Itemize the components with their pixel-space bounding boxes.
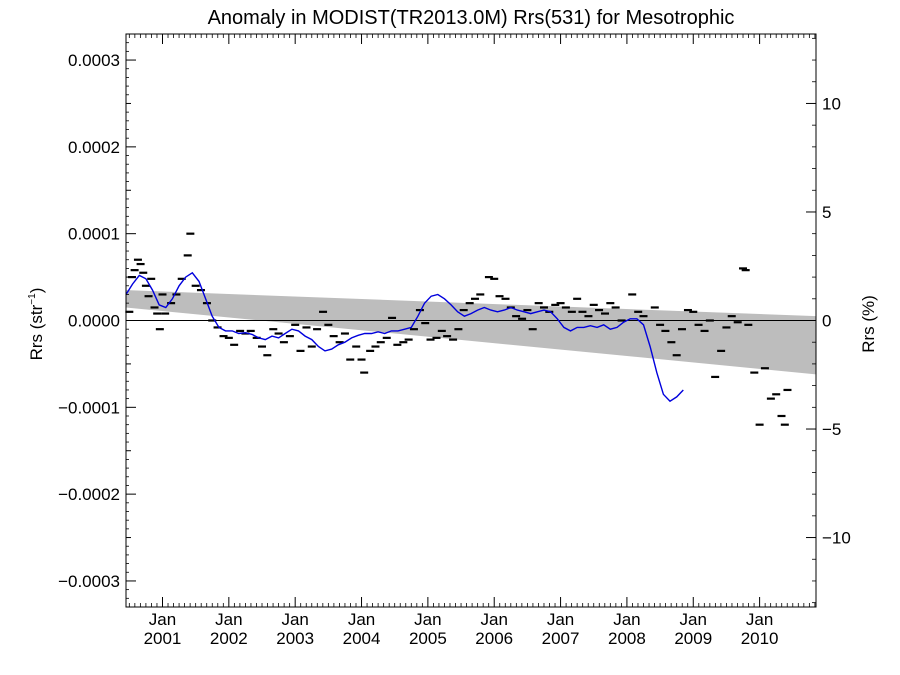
x-tick-month-8: Jan xyxy=(680,610,707,629)
x-tick-year-8: 2009 xyxy=(674,629,712,648)
x-tick-month-2: Jan xyxy=(281,610,308,629)
x-tick-year-5: 2006 xyxy=(475,629,513,648)
x-tick-year-0: 2001 xyxy=(144,629,182,648)
y-axis-left-label: Rrs (str−1) xyxy=(27,288,46,361)
x-tick-month-7: Jan xyxy=(613,610,640,629)
y-left-tick-label-0: 0.0003 xyxy=(68,51,120,70)
x-tick-month-9: Jan xyxy=(746,610,773,629)
y-right-tick-label-1: 5 xyxy=(822,203,831,222)
x-tick-year-4: 2005 xyxy=(409,629,447,648)
x-tick-month-6: Jan xyxy=(547,610,574,629)
plot-area: 0.0003 0.0002 0.0001 0.0000 −0.0001 −0.0002 −0… xyxy=(58,33,851,648)
y-axis-right-label: Rrs (%) xyxy=(859,295,878,353)
x-tick-month-1: Jan xyxy=(215,610,242,629)
y-left-tick-label-5: −0.0002 xyxy=(58,485,120,504)
x-tick-month-5: Jan xyxy=(481,610,508,629)
y-right-tick-label-4: −10 xyxy=(822,529,851,548)
y-left-tick-label-2: 0.0001 xyxy=(68,225,120,244)
x-tick-year-3: 2004 xyxy=(343,629,381,648)
y-left-tick-label-6: −0.0003 xyxy=(58,572,120,591)
x-tick-month-0: Jan xyxy=(149,610,176,629)
x-tick-year-9: 2010 xyxy=(741,629,779,648)
x-tick-month-4: Jan xyxy=(414,610,441,629)
x-tick-year-2: 2003 xyxy=(276,629,314,648)
smoothed-line xyxy=(125,271,684,403)
trend-band xyxy=(126,290,816,375)
x-tick-year-6: 2007 xyxy=(542,629,580,648)
chart-title: Anomaly in MODIST(TR2013.0M) Rrs(531) fo… xyxy=(208,7,735,29)
y-right-tick-label-0: 10 xyxy=(822,94,841,113)
y-right-tick-label-2: 0 xyxy=(822,312,831,331)
x-tick-month-3: Jan xyxy=(348,610,375,629)
y-left-tick-label-4: −0.0001 xyxy=(58,398,120,417)
y-right-tick-label-3: −5 xyxy=(822,420,841,439)
y-left-tick-label-1: 0.0002 xyxy=(68,138,120,157)
x-tick-year-7: 2008 xyxy=(608,629,646,648)
x-tick-year-1: 2002 xyxy=(210,629,248,648)
y-left-tick-label-3: 0.0000 xyxy=(68,312,120,331)
